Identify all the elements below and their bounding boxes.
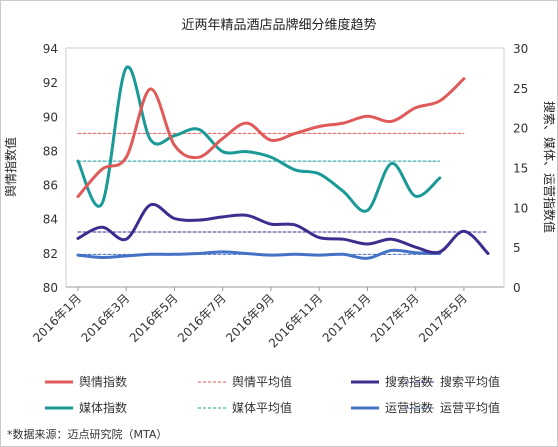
series-line-0 (76, 77, 466, 198)
series-line-6 (76, 248, 442, 260)
y-left-tick-label: 94 (43, 42, 58, 56)
legend-label: 舆情指数 (79, 374, 127, 389)
x-tick-label: 2016年5月 (127, 291, 181, 345)
y-left-tick-label: 86 (43, 179, 58, 193)
y-left-tick-label: 84 (43, 213, 58, 227)
x-tick-label: 2016年3月 (78, 291, 132, 345)
legend-label: 媒体指数 (79, 400, 127, 415)
legend-label: 运营指数 (385, 400, 433, 415)
y-right-tick-label: 25 (513, 82, 528, 96)
y-left-tick-label: 88 (43, 144, 58, 158)
y-left-tick-label: 90 (43, 110, 58, 124)
legend-label: 舆情平均值 (232, 374, 292, 389)
y-right-tick-label: 5 (513, 241, 521, 255)
y-axis-right-ticks: 0 5 10 15 20 25 30 (513, 42, 528, 295)
series-line-2 (76, 202, 490, 255)
x-tick-label: 2017年3月 (368, 291, 422, 345)
y-axis-left-ticks: 80 82 84 86 88 90 92 94 (43, 42, 58, 295)
x-tick-label: 2016年1月 (30, 291, 84, 345)
y-left-tick-label: 92 (43, 76, 58, 90)
series-lines (76, 65, 490, 260)
x-tick-label: 2017年1月 (320, 291, 374, 345)
y-axis-left-label: 舆情指数值 (3, 137, 18, 197)
legend-label: 搜索指数 (385, 374, 433, 389)
y-left-tick-label: 80 (43, 281, 58, 295)
y-left-tick-label: 82 (43, 247, 58, 261)
y-right-tick-label: 20 (513, 122, 528, 136)
y-right-tick-label: 10 (513, 201, 528, 215)
legend-label: 搜索平均值 (440, 374, 500, 389)
legend-label: 运营平均值 (440, 400, 500, 415)
chart-title: 近两年精品酒店品牌细分维度趋势 (181, 17, 376, 33)
series-line-4 (76, 65, 442, 213)
y-right-tick-label: 15 (513, 162, 528, 176)
legend-label: 媒体平均值 (232, 400, 292, 415)
x-tick-label: 2017年5月 (416, 291, 470, 345)
y-right-tick-label: 0 (513, 281, 521, 295)
y-right-tick-label: 30 (513, 42, 528, 56)
y-axis-right-label: 搜索、媒体、运营指数值 (542, 101, 557, 233)
x-tick-label: 2016年7月 (175, 291, 229, 345)
data-source-note: *数据来源：迈点研究院（MTA） (7, 427, 167, 441)
x-axis-ticks: 2016年1月2016年3月2016年5月2016年7月2016年9月2016年… (30, 287, 470, 350)
